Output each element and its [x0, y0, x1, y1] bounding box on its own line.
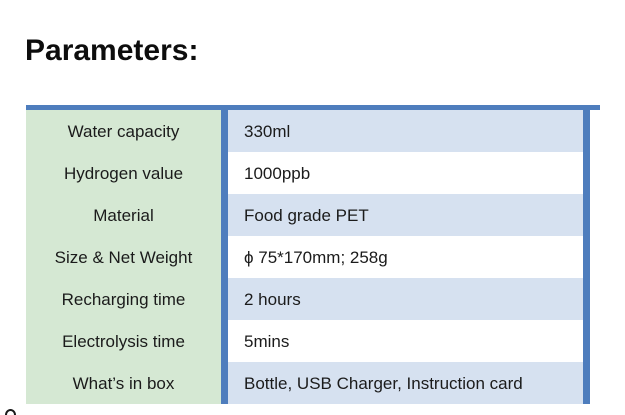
table-rows: Water capacity 330ml Hydrogen value 1000…	[26, 110, 590, 404]
table-row: Size & Net Weight ϕ 75*170mm; 258g	[26, 236, 583, 278]
param-value: 5mins	[228, 320, 583, 362]
param-label: Water capacity	[26, 110, 228, 152]
param-value: Food grade PET	[228, 194, 583, 236]
param-value: 330ml	[228, 110, 583, 152]
param-value: 2 hours	[228, 278, 583, 320]
parameters-table: Water capacity 330ml Hydrogen value 1000…	[26, 105, 600, 404]
param-label: Electrolysis time	[26, 320, 228, 362]
table-row: Electrolysis time 5mins	[26, 320, 583, 362]
param-label: What’s in box	[26, 362, 228, 404]
param-label: Hydrogen value	[26, 152, 228, 194]
table-top-border	[26, 105, 600, 110]
table-row: Material Food grade PET	[26, 194, 583, 236]
param-label: Recharging time	[26, 278, 228, 320]
param-label: Material	[26, 194, 228, 236]
table-row: Hydrogen value 1000ppb	[26, 152, 583, 194]
param-value: Bottle, USB Charger, Instruction card	[228, 362, 583, 404]
param-value: ϕ 75*170mm; 258g	[228, 236, 583, 278]
page-title: Parameters:	[25, 34, 199, 67]
table-row: What’s in box Bottle, USB Charger, Instr…	[26, 362, 583, 404]
table-row: Recharging time 2 hours	[26, 278, 583, 320]
param-label: Size & Net Weight	[26, 236, 228, 278]
param-value: 1000ppb	[228, 152, 583, 194]
clipped-edge-artifact	[5, 409, 16, 415]
table-row: Water capacity 330ml	[26, 110, 583, 152]
